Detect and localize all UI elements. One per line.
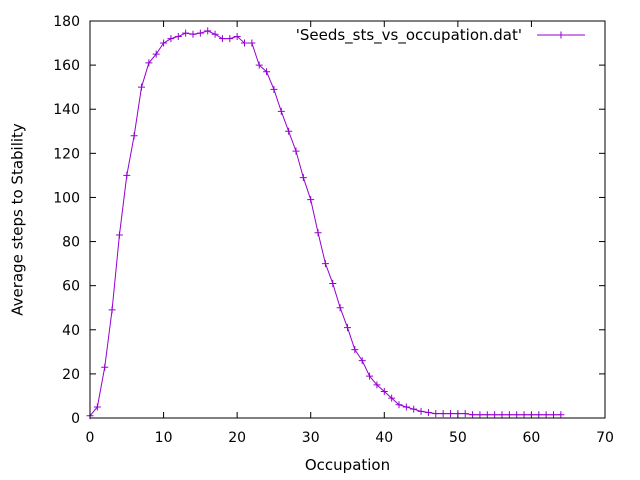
data-point bbox=[314, 229, 322, 237]
data-point bbox=[189, 30, 197, 38]
x-axis-title: Occupation bbox=[305, 456, 390, 474]
y-tick-label: 140 bbox=[53, 102, 80, 118]
data-point bbox=[101, 363, 109, 371]
data-point bbox=[373, 381, 381, 389]
data-point bbox=[218, 35, 226, 43]
data-point bbox=[366, 372, 374, 380]
data-point bbox=[299, 174, 307, 182]
x-tick-label: 40 bbox=[375, 430, 393, 446]
data-point bbox=[174, 32, 182, 40]
data-point bbox=[130, 132, 138, 140]
data-point bbox=[358, 357, 366, 365]
data-point bbox=[196, 29, 204, 37]
data-point bbox=[520, 411, 528, 419]
y-tick-label: 120 bbox=[53, 146, 80, 162]
data-point bbox=[402, 403, 410, 411]
y-tick-label: 100 bbox=[53, 190, 80, 206]
data-point bbox=[410, 405, 418, 413]
data-point bbox=[483, 411, 491, 419]
data-point bbox=[285, 127, 293, 135]
data-point bbox=[388, 394, 396, 402]
data-point bbox=[344, 324, 351, 332]
data-point bbox=[527, 411, 535, 419]
data-point bbox=[115, 231, 123, 239]
data-point bbox=[248, 39, 256, 47]
data-point bbox=[307, 196, 315, 204]
data-point bbox=[329, 279, 337, 287]
data-point bbox=[321, 260, 329, 268]
data-point bbox=[535, 411, 543, 419]
data-point bbox=[491, 411, 499, 419]
data-point bbox=[108, 306, 116, 314]
data-point bbox=[395, 401, 403, 409]
data-point bbox=[204, 27, 212, 35]
data-point bbox=[182, 29, 190, 37]
data-point bbox=[277, 107, 285, 115]
data-point bbox=[498, 411, 506, 419]
data-point bbox=[93, 403, 101, 411]
data-point bbox=[167, 35, 175, 43]
data-point bbox=[145, 59, 153, 67]
legend: 'Seeds_sts_vs_occupation.dat' bbox=[296, 26, 585, 45]
x-tick-label: 30 bbox=[302, 430, 320, 446]
data-point bbox=[292, 147, 300, 155]
tick-labels: 0 10 20 30 40 50 60 70 0 20 40 60 80 100 120 140 160 180 bbox=[53, 14, 614, 446]
data-point bbox=[123, 171, 131, 179]
data-point bbox=[336, 304, 344, 312]
data-point bbox=[505, 411, 513, 419]
data-point bbox=[270, 85, 278, 93]
x-tick-label: 10 bbox=[155, 430, 173, 446]
data-point bbox=[461, 410, 469, 418]
y-tick-label: 180 bbox=[53, 14, 80, 30]
data-point bbox=[211, 30, 219, 38]
data-point bbox=[226, 35, 234, 43]
data-point bbox=[476, 411, 484, 419]
x-tick-label: 20 bbox=[228, 430, 246, 446]
data-point bbox=[138, 83, 145, 91]
y-axis-title: Average steps to Stability bbox=[9, 123, 27, 316]
y-tick-label: 0 bbox=[71, 411, 80, 427]
data-point bbox=[263, 68, 271, 76]
y-tick-label: 160 bbox=[53, 58, 80, 74]
data-point bbox=[417, 407, 425, 415]
y-tick-label: 20 bbox=[62, 367, 80, 383]
data-point bbox=[454, 410, 462, 418]
data-point bbox=[351, 346, 359, 354]
x-tick-label: 0 bbox=[86, 430, 95, 446]
series-layer bbox=[86, 27, 565, 420]
data-point bbox=[380, 388, 388, 396]
x-tick-label: 70 bbox=[596, 430, 614, 446]
data-point bbox=[542, 411, 550, 419]
data-point bbox=[424, 408, 432, 416]
x-tick-label: 50 bbox=[449, 430, 467, 446]
data-point bbox=[550, 411, 557, 419]
data-point bbox=[241, 39, 248, 47]
data-point bbox=[152, 50, 160, 58]
data-point bbox=[513, 411, 521, 419]
data-point bbox=[469, 411, 477, 419]
plot-frame bbox=[89, 20, 606, 419]
data-point bbox=[557, 411, 565, 419]
data-point bbox=[439, 410, 447, 418]
data-point bbox=[432, 410, 440, 418]
data-point bbox=[255, 61, 263, 69]
x-tick-label: 60 bbox=[523, 430, 541, 446]
y-tick-label: 40 bbox=[62, 323, 80, 339]
data-point bbox=[447, 410, 454, 418]
data-point bbox=[160, 39, 168, 47]
y-tick-label: 80 bbox=[62, 235, 80, 251]
legend-marker-sample bbox=[557, 31, 565, 39]
y-tick-label: 60 bbox=[62, 279, 80, 295]
data-point bbox=[233, 32, 241, 40]
legend-label: 'Seeds_sts_vs_occupation.dat' bbox=[296, 26, 522, 45]
